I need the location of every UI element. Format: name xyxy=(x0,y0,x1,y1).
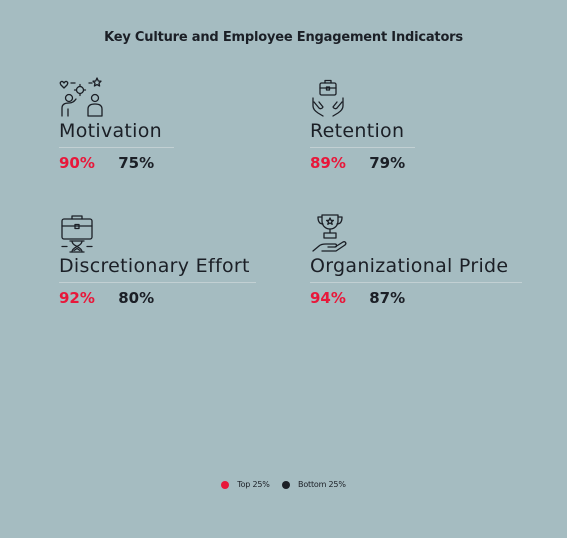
top-25-value: 90% xyxy=(59,154,95,172)
indicator-card-motivation: Motivation 90% 75% xyxy=(59,76,174,172)
indicator-name: Organizational Pride xyxy=(310,255,522,283)
indicator-name: Retention xyxy=(310,120,415,148)
bottom-25-value: 87% xyxy=(369,289,406,307)
legend-label-top: Top 25% xyxy=(237,480,270,489)
top-25-value: 89% xyxy=(310,154,346,172)
legend-item-bottom: Bottom 25% xyxy=(282,480,346,489)
indicator-card-retention: Retention 89% 79% xyxy=(310,76,415,172)
bottom-25-value: 79% xyxy=(369,154,406,172)
indicator-name: Motivation xyxy=(59,120,174,148)
legend: Top 25% Bottom 25% xyxy=(0,480,567,489)
top-25-value: 92% xyxy=(59,289,95,307)
legend-item-top: Top 25% xyxy=(221,480,270,489)
hands-briefcase-icon xyxy=(312,79,344,117)
briefcase-hourglass-icon xyxy=(61,215,93,253)
bottom-25-value: 75% xyxy=(118,154,155,172)
team-motivation-icon xyxy=(59,77,103,117)
legend-label-bottom: Bottom 25% xyxy=(298,480,346,489)
legend-dot-bottom xyxy=(282,480,291,489)
bottom-25-value: 80% xyxy=(118,289,155,307)
indicator-name: Discretionary Effort xyxy=(59,255,256,283)
trophy-hand-icon xyxy=(312,214,347,252)
indicator-card-organizational-pride: Organizational Pride 94% 87% xyxy=(310,211,522,307)
legend-dot-top xyxy=(221,480,230,489)
indicator-card-discretionary-effort: Discretionary Effort 92% 80% xyxy=(59,211,256,307)
chart-title: Key Culture and Employee Engagement Indi… xyxy=(104,30,463,45)
top-25-value: 94% xyxy=(310,289,346,307)
